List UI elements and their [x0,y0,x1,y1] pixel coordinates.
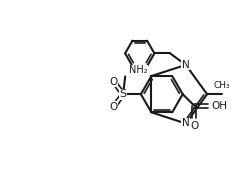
Text: N: N [182,119,190,129]
Text: O: O [110,102,118,112]
Text: O: O [190,121,198,131]
Text: CH₃: CH₃ [214,81,230,90]
Text: NH₂: NH₂ [129,65,148,75]
Text: OH: OH [212,101,227,111]
Text: S: S [120,89,127,99]
Text: O: O [110,77,118,87]
Text: N: N [182,60,190,70]
